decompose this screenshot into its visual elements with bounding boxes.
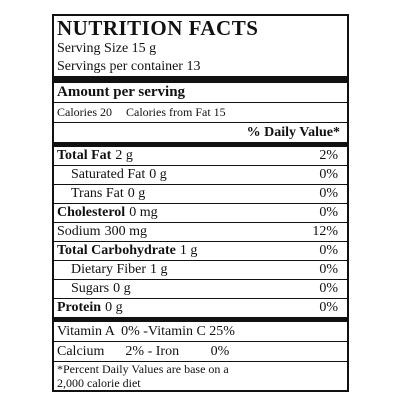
nutrient-label: Total Carbohydrate 1 g [57, 242, 197, 260]
nutrient-label: Sugars 0 g [57, 280, 131, 298]
daily-value: 0% [319, 262, 338, 277]
nutrient-label: Protein 0 g [57, 299, 123, 317]
nutrient-row: Saturated Fat 0 g 0% [54, 166, 347, 185]
vitamin-row: Vitamin A 0% -Vitamin C 25% [54, 322, 347, 342]
nutrient-name: Saturated Fat [71, 167, 146, 182]
nutrient-label: Cholesterol 0 mg [57, 204, 158, 222]
nutrient-rows: Total Fat 2 g 2% Saturated Fat 0 g 0% Trans Fa… [54, 147, 347, 318]
divider [54, 318, 347, 322]
nutrient-row: Total Carbohydrate 1 g 0% [54, 242, 347, 261]
nutrient-amount: 1 g [179, 243, 198, 258]
footnote-line: 2,000 calorie diet [57, 376, 141, 390]
nutrient-amount: 0 g [105, 300, 123, 315]
divider [54, 76, 347, 83]
nutrient-label: Saturated Fat 0 g [57, 166, 167, 184]
daily-value-header: % Daily Value* [246, 125, 340, 140]
nutrient-amount: 0 mg [129, 205, 158, 220]
nutrient-amount: 300 mg [104, 224, 147, 239]
nutrient-name: Sugars [71, 281, 110, 296]
nutrient-name: Total Fat [57, 148, 112, 163]
servings-per-container: Servings per container 13 [57, 59, 201, 74]
calories-from-fat: Calories from Fat 15 [126, 105, 226, 119]
divider [54, 102, 347, 103]
title: NUTRITION FACTS [57, 16, 259, 40]
nutrient-row: Sugars 0 g 0% [54, 280, 347, 299]
nutrient-amount: 0 g [127, 186, 146, 201]
nutrient-name: Total Carbohydrate [57, 243, 176, 258]
nutrient-amount: 0 g [113, 281, 131, 296]
nutrient-amount: 0 g [149, 167, 167, 182]
nutrient-row: Sodium 300 mg 12% [54, 223, 347, 242]
vitamin-row: Calcium 2% - Iron 0% [54, 342, 347, 362]
nutrient-label: Total Fat 2 g [57, 147, 133, 165]
calories: Calories 20 [57, 105, 112, 119]
vitamin-rows: Vitamin A 0% -Vitamin C 25% Calcium 2% - … [54, 322, 347, 362]
nutrient-label: Sodium 300 mg [57, 223, 147, 241]
divider [54, 122, 347, 123]
daily-value: 0% [319, 205, 338, 220]
nutrient-name: Trans Fat [71, 186, 124, 201]
daily-value: 0% [319, 243, 338, 258]
daily-value: 0% [319, 281, 338, 296]
divider [54, 142, 347, 147]
amount-per-serving: Amount per serving [57, 84, 186, 100]
nutrient-name: Dietary Fiber [71, 262, 147, 277]
nutrient-amount: 2 g [115, 148, 133, 163]
nutrient-amount: 1 g [150, 262, 168, 277]
nutrient-label: Dietary Fiber 1 g [57, 261, 168, 279]
nutrient-row: Dietary Fiber 1 g 0% [54, 261, 347, 280]
daily-value: 0% [319, 300, 338, 315]
daily-value: 0% [319, 186, 338, 201]
nutrient-name: Sodium [57, 224, 101, 239]
footnote-line: *Percent Daily Values are base on a [57, 362, 229, 376]
nutrient-name: Protein [57, 300, 102, 315]
serving-size: Serving Size 15 g [57, 41, 157, 56]
nutrient-label: Trans Fat 0 g [57, 185, 145, 203]
daily-value: 12% [312, 224, 338, 239]
daily-value: 0% [319, 167, 338, 182]
nutrient-row: Total Fat 2 g 2% [54, 147, 347, 166]
nutrition-label: NUTRITION FACTS Serving Size 15 g Servin… [52, 14, 349, 392]
nutrient-row: Trans Fat 0 g 0% [54, 185, 347, 204]
footnote: *Percent Daily Values are base on a 2,000… [57, 362, 344, 390]
nutrient-row: Cholesterol 0 mg 0% [54, 204, 347, 223]
nutrient-name: Cholesterol [57, 205, 126, 220]
calories-row: Calories 20 Calories from Fat 15 [57, 103, 344, 122]
nutrient-row: Protein 0 g 0% [54, 299, 347, 318]
daily-value: 2% [319, 148, 338, 163]
